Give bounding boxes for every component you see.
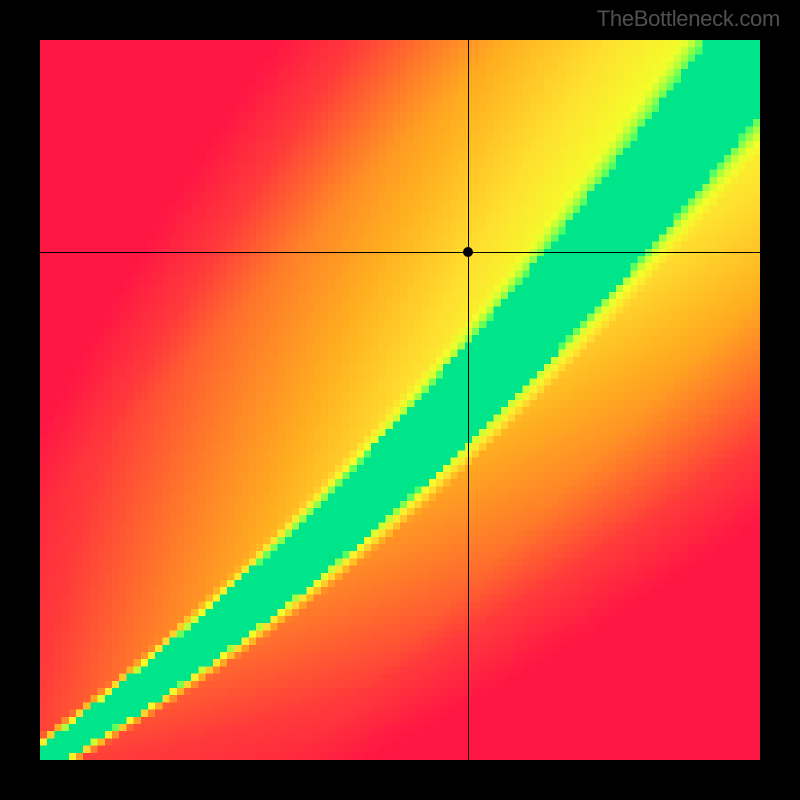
crosshair-vertical bbox=[468, 40, 469, 760]
crosshair-horizontal bbox=[40, 252, 760, 253]
heatmap-canvas bbox=[40, 40, 760, 760]
watermark-text: TheBottleneck.com bbox=[597, 6, 780, 32]
heatmap-plot-area bbox=[40, 40, 760, 760]
